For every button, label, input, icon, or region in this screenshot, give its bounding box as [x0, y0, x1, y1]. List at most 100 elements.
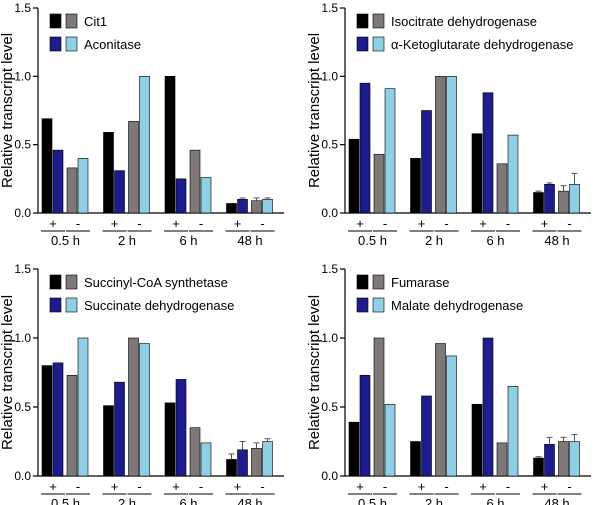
x-group-label: 6 h	[486, 496, 504, 505]
y-axis-label: Relative transcript level	[306, 295, 323, 450]
bar-minus-b	[507, 385, 519, 477]
legend-label: Succinate dehydrogenase	[84, 298, 234, 313]
bar-minus-a	[128, 121, 139, 214]
condition-label: +	[356, 216, 364, 231]
bar-minus-b	[77, 337, 89, 477]
bar-plus-b	[175, 178, 187, 214]
condition-label: +	[111, 216, 119, 231]
legend-swatch-minus	[65, 274, 78, 290]
condition-label: +	[234, 216, 242, 231]
bar-minus-a	[128, 337, 139, 477]
condition-label: +	[479, 216, 487, 231]
chart-panel-4: 0.0 0.5 1.0 1.5 Relative transcript level + - 0…	[306, 262, 591, 505]
condition-label: +	[111, 479, 119, 494]
y-tick-label: 0.0	[321, 206, 338, 220]
condition-label: -	[567, 479, 571, 494]
legend-swatch-minus	[372, 13, 385, 29]
y-tick-label: 1.0	[321, 331, 338, 345]
condition-label: -	[260, 479, 264, 494]
y-axis-label: Relative transcript level	[0, 33, 16, 188]
legend-label: Succinyl-CoA synthetase	[84, 275, 228, 290]
bar-plus-b	[421, 395, 432, 477]
condition-label: -	[444, 216, 448, 231]
bar-plus-a	[41, 365, 53, 477]
condition-label: -	[444, 479, 448, 494]
bar-plus-a	[410, 441, 421, 477]
legend-swatch-minus	[65, 13, 78, 29]
x-group-label: 0.5 h	[358, 496, 387, 505]
y-tick-label: 0.5	[14, 400, 31, 414]
y-tick-label: 0.0	[14, 206, 31, 220]
legend-swatch-minus	[372, 36, 385, 52]
bar-minus-a	[373, 153, 385, 214]
legend-label: α-Ketoglutarate dehydrogenase	[391, 37, 573, 52]
bar-plus-a	[41, 118, 53, 214]
bar-minus-a	[66, 167, 78, 214]
legend-swatch-plus	[49, 13, 62, 29]
bar-plus-b	[482, 337, 494, 477]
x-group-label: 6 h	[179, 496, 197, 505]
condition-label: -	[137, 216, 141, 231]
legend-swatch-plus	[49, 36, 62, 52]
condition-label: +	[49, 216, 57, 231]
bar-minus-a	[496, 442, 508, 477]
legend-swatch-plus	[356, 297, 369, 313]
x-group-label: 6 h	[179, 233, 197, 248]
bar-minus-b	[200, 177, 212, 214]
chart-panel-2: 0.0 0.5 1.0 1.5 Relative transcript level + - 0…	[306, 1, 591, 248]
condition-label: -	[76, 479, 80, 494]
bar-minus-b	[507, 134, 519, 214]
condition-label: +	[541, 216, 549, 231]
y-tick-label: 0.0	[14, 469, 31, 483]
y-tick-label: 0.5	[321, 138, 338, 152]
x-group-label: 48 h	[237, 496, 262, 505]
bar-plus-b	[52, 149, 64, 214]
condition-label: +	[234, 479, 242, 494]
bar-minus-a	[558, 190, 569, 214]
y-tick-label: 1.0	[14, 331, 31, 345]
condition-label: -	[76, 216, 80, 231]
bar-minus-a	[373, 337, 385, 477]
bar-plus-b	[52, 362, 64, 477]
bar-plus-b	[359, 374, 371, 477]
y-tick-label: 1.5	[14, 1, 31, 15]
bar-minus-a	[251, 200, 262, 214]
bar-plus-a	[410, 158, 421, 214]
chart-panel-3: 0.0 0.5 1.0 1.5 Relative transcript level + - 0…	[0, 262, 284, 505]
bar-plus-b	[544, 443, 555, 477]
bar-minus-b	[569, 441, 580, 477]
bar-plus-b	[482, 92, 494, 214]
bar-plus-b	[237, 449, 248, 477]
bar-minus-b	[262, 199, 273, 214]
legend-swatch-minus	[65, 297, 78, 313]
condition-label: +	[418, 216, 426, 231]
bar-minus-a	[251, 448, 262, 477]
y-tick-label: 1.5	[14, 262, 31, 276]
bar-minus-a	[435, 343, 446, 477]
y-tick-label: 1.5	[321, 262, 338, 276]
y-tick-label: 0.5	[321, 400, 338, 414]
bar-plus-a	[533, 192, 544, 214]
bar-plus-b	[359, 82, 371, 214]
legend-swatch-plus	[356, 13, 369, 29]
bar-minus-a	[435, 76, 446, 214]
condition-label: +	[418, 479, 426, 494]
bar-plus-b	[114, 170, 125, 214]
bar-minus-b	[569, 184, 580, 214]
legend-label: Cit1	[84, 14, 107, 29]
bar-minus-a	[189, 427, 201, 477]
bar-plus-b	[544, 184, 555, 214]
x-group-label: 48 h	[544, 233, 569, 248]
bar-plus-a	[103, 405, 114, 477]
x-group-label: 0.5 h	[51, 496, 80, 505]
x-group-label: 6 h	[486, 233, 504, 248]
x-group-label: 2 h	[118, 233, 136, 248]
condition-label: +	[172, 479, 180, 494]
bar-plus-a	[164, 76, 176, 214]
bar-plus-a	[226, 459, 237, 477]
legend-swatch-plus	[356, 274, 369, 290]
x-group-label: 48 h	[544, 496, 569, 505]
y-tick-label: 0.0	[321, 469, 338, 483]
bar-minus-a	[66, 374, 78, 477]
